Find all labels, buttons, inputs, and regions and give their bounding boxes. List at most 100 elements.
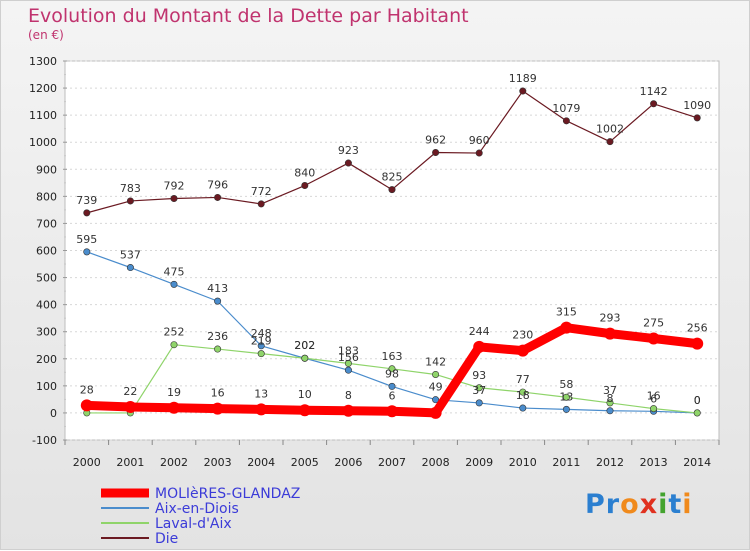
data-point: [606, 399, 614, 407]
data-label: 962: [425, 134, 446, 147]
data-point: [475, 384, 483, 392]
data-point: [432, 370, 440, 378]
data-label: 37: [472, 384, 486, 397]
data-point: [388, 186, 396, 194]
x-tick-label: 2004: [247, 456, 275, 469]
x-tick-label: 2007: [378, 456, 406, 469]
data-point: [432, 149, 440, 157]
data-point: [83, 209, 91, 217]
data-label: 256: [687, 322, 708, 335]
data-label: 595: [76, 233, 97, 246]
data-label: 219: [251, 335, 272, 348]
data-label: 244: [469, 325, 490, 338]
legend-label: Aix-en-Diois: [155, 501, 239, 517]
data-point: [170, 341, 178, 349]
data-point: [388, 365, 396, 373]
data-label: 0: [694, 394, 701, 407]
data-point: [560, 321, 573, 334]
series-aix-en-diois: [83, 248, 701, 417]
logo-letter: r: [605, 489, 621, 520]
y-tick-label: -100: [32, 434, 57, 447]
data-point: [650, 405, 658, 413]
data-point: [301, 354, 309, 362]
data-label: 163: [382, 350, 403, 363]
x-tick-label: 2008: [422, 456, 450, 469]
data-label: 8: [607, 392, 614, 405]
data-label: 98: [385, 367, 399, 380]
legend-label: Laval-d'Aix: [155, 516, 232, 532]
data-label: 1189: [509, 72, 537, 85]
logo-letter: i: [682, 489, 693, 520]
data-point: [168, 401, 180, 414]
data-label: 923: [338, 144, 359, 157]
data-point: [604, 327, 616, 340]
series-moli-res-glandaz: [80, 321, 704, 419]
logo-letter: t: [668, 489, 683, 520]
data-label: 739: [76, 194, 97, 207]
data-point: [301, 182, 309, 190]
data-point: [214, 345, 222, 353]
x-tick-label: 2009: [465, 456, 493, 469]
data-point: [80, 399, 93, 412]
data-label: 230: [512, 329, 533, 342]
y-tick-label: 500: [36, 272, 57, 285]
y-tick-label: 1100: [29, 109, 57, 122]
data-point: [429, 406, 442, 419]
data-point: [562, 393, 570, 401]
series-laval-d-aix: [83, 341, 701, 417]
data-point: [170, 280, 178, 288]
data-label: 475: [164, 265, 185, 278]
y-tick-label: 900: [36, 163, 57, 176]
data-label: 8: [345, 389, 352, 402]
x-tick-label: 2013: [640, 456, 668, 469]
data-label: 1079: [552, 102, 580, 115]
y-tick-label: 400: [36, 299, 57, 312]
data-point: [344, 359, 352, 367]
data-label: 1090: [683, 99, 711, 112]
data-label: 236: [207, 330, 228, 343]
data-label: 783: [120, 182, 141, 195]
data-label: 183: [338, 344, 359, 357]
data-label: 0: [694, 394, 701, 407]
y-tick-label: 200: [36, 353, 57, 366]
data-label: 248: [251, 327, 272, 340]
data-label: 252: [164, 326, 185, 339]
data-label: 22: [123, 385, 137, 398]
data-point: [298, 404, 311, 417]
data-point: [170, 195, 178, 203]
data-point: [344, 366, 352, 374]
data-point: [255, 403, 268, 416]
logo-letter: o: [620, 489, 640, 520]
y-tick-label: 0: [50, 407, 57, 420]
x-tick-label: 2001: [116, 456, 144, 469]
data-point: [606, 138, 614, 146]
data-point: [126, 264, 134, 272]
data-label: 10: [298, 388, 312, 401]
data-label: 142: [425, 355, 446, 368]
data-point: [214, 193, 222, 201]
data-label: 825: [382, 171, 403, 184]
y-tick-label: 1200: [29, 82, 57, 95]
x-tick-label: 2012: [596, 456, 624, 469]
data-point: [386, 405, 398, 418]
data-point: [475, 399, 483, 407]
y-tick-label: 600: [36, 245, 57, 258]
data-label: 58: [559, 378, 573, 391]
data-point: [342, 404, 355, 417]
y-tick-label: 300: [36, 326, 57, 339]
data-label: 1002: [596, 123, 624, 136]
x-tick-label: 2005: [291, 456, 319, 469]
data-label: 49: [429, 381, 443, 394]
data-label: 840: [294, 167, 315, 180]
chart-title: Evolution du Montant de la Dette par Hab…: [28, 5, 469, 27]
data-label: 18: [516, 389, 530, 402]
data-label: 792: [164, 180, 185, 193]
data-point: [257, 350, 265, 358]
x-tick-label: 2000: [73, 456, 101, 469]
data-label: 960: [469, 134, 490, 147]
data-label: 93: [472, 369, 486, 382]
data-label: 275: [643, 316, 664, 329]
data-point: [432, 396, 440, 404]
data-point: [473, 340, 486, 353]
